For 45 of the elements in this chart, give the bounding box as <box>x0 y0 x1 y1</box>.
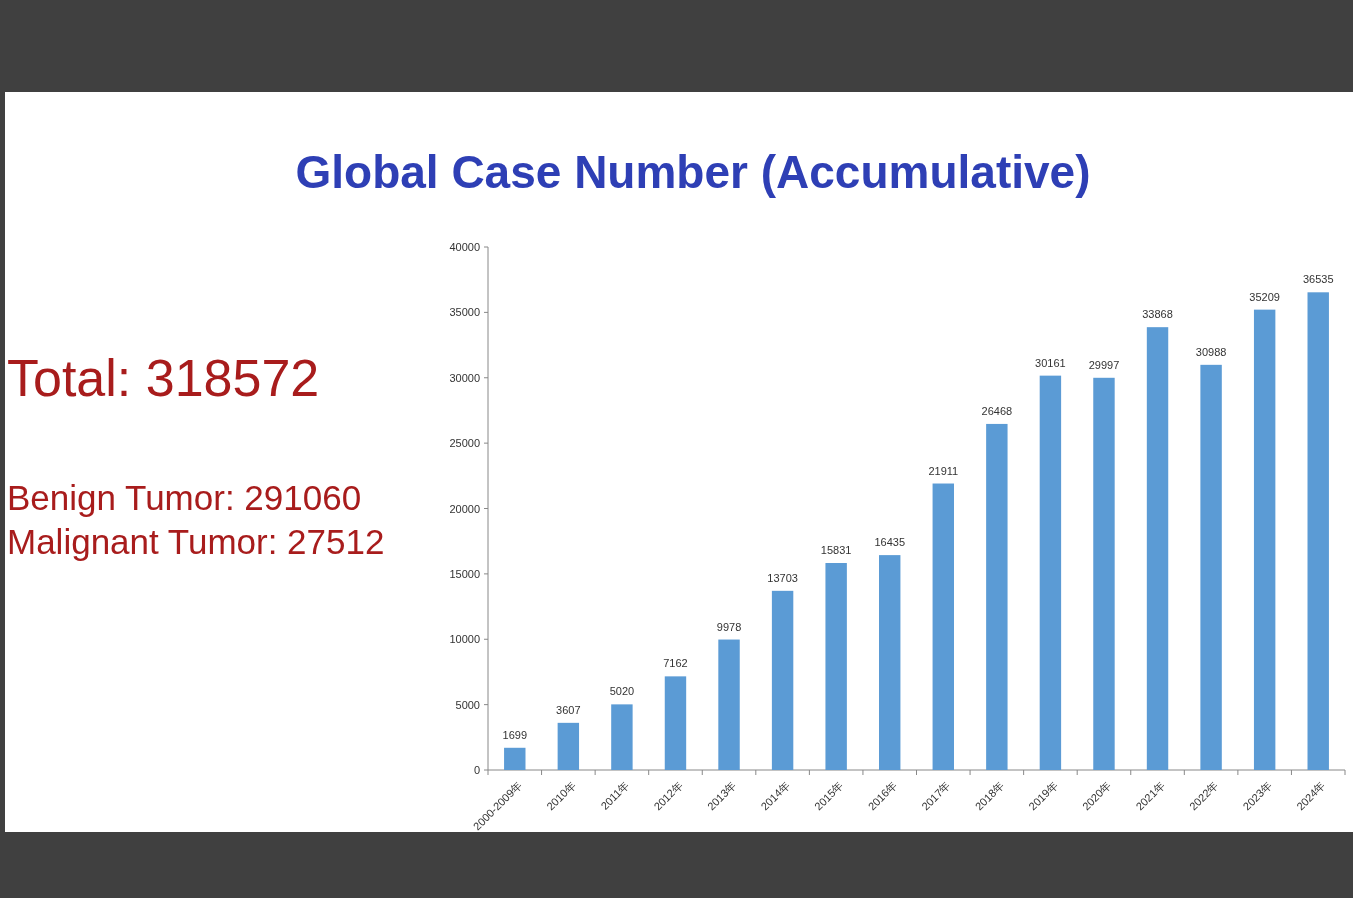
data-label: 16435 <box>874 536 906 549</box>
data-label: 33868 <box>1142 308 1173 321</box>
bar <box>504 747 526 770</box>
data-label: 21911 <box>928 464 959 477</box>
bar <box>1093 377 1115 770</box>
bar <box>1039 375 1062 770</box>
data-label: 36535 <box>1302 273 1334 286</box>
data-label: 7162 <box>663 657 688 670</box>
bar <box>557 722 580 770</box>
y-tick-label: 25000 <box>449 437 480 450</box>
text: Benign Tumor: 291060 <box>7 478 362 517</box>
data-label: 13703 <box>767 571 798 584</box>
y-tick-label: 15000 <box>449 567 480 580</box>
y-tick-label: 30000 <box>449 371 480 384</box>
chart-title: Global Case Number (Accumulative) <box>295 146 1091 198</box>
y-tick-label: 40000 <box>449 241 480 253</box>
data-label: 30161 <box>1035 356 1066 369</box>
data-label: 30988 <box>1195 345 1227 358</box>
data-label: 1699 <box>502 728 528 741</box>
data-label: 5020 <box>609 685 635 698</box>
bar <box>879 555 901 770</box>
bar <box>825 563 847 770</box>
data-label: 35209 <box>1249 290 1280 303</box>
bar <box>986 423 1008 770</box>
text: Total: 318572 <box>7 349 320 407</box>
bar <box>664 676 687 770</box>
y-tick-label: 5000 <box>455 698 480 711</box>
text: Malignant Tumor: 27512 <box>7 522 385 561</box>
bar <box>932 483 954 770</box>
data-label: 3607 <box>556 703 581 716</box>
y-tick-label: 35000 <box>449 306 480 319</box>
bar <box>718 639 740 770</box>
data-label: 29997 <box>1088 358 1120 371</box>
bar <box>1146 327 1169 770</box>
bar <box>611 704 633 770</box>
data-label: 26468 <box>981 404 1013 417</box>
y-tick-label: 20000 <box>449 502 480 515</box>
bar <box>1307 292 1329 770</box>
bar <box>1253 309 1276 770</box>
data-label: 15831 <box>820 544 852 557</box>
y-tick-label: 10000 <box>449 633 480 646</box>
data-label: 9978 <box>716 620 742 633</box>
bar <box>1200 364 1222 770</box>
y-tick-label: 0 <box>473 764 480 776</box>
bar <box>771 590 794 770</box>
